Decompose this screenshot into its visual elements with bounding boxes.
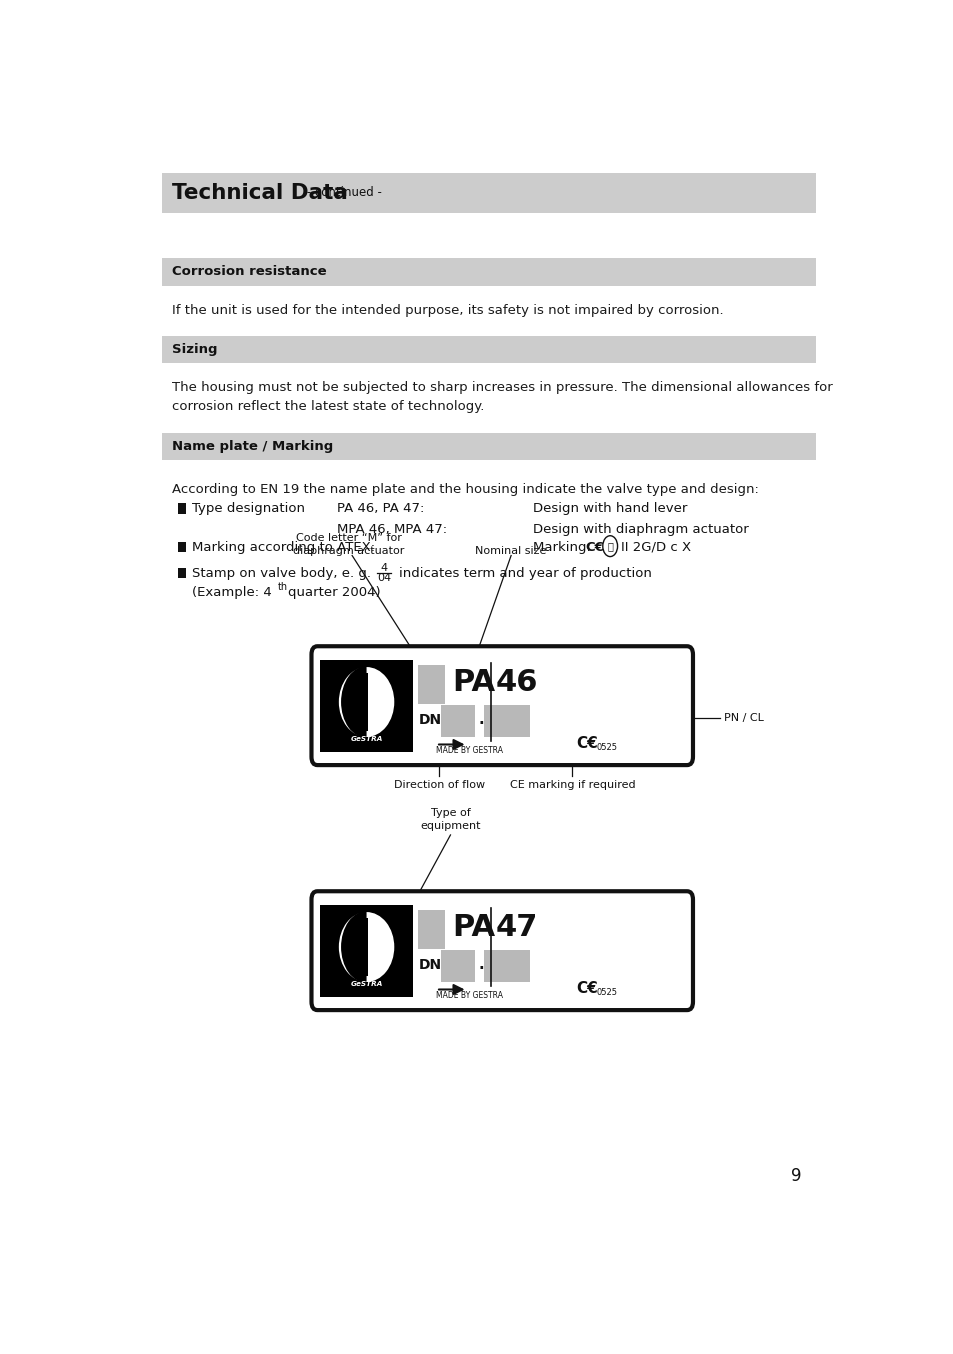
Text: .: . — [478, 957, 484, 972]
Text: II 2G/D c X: II 2G/D c X — [619, 540, 690, 554]
Text: C€: C€ — [576, 982, 598, 997]
Text: indicates term and year of production: indicates term and year of production — [398, 567, 651, 580]
Text: quarter 2004): quarter 2004) — [288, 585, 380, 598]
Text: - continued -: - continued - — [302, 187, 381, 199]
Text: PA 46, PA 47:: PA 46, PA 47: — [337, 502, 424, 515]
Text: Nominal size: Nominal size — [475, 546, 546, 555]
Bar — [162, 432, 815, 459]
Ellipse shape — [338, 668, 394, 737]
Text: 4: 4 — [380, 563, 387, 573]
Text: ⌖: ⌖ — [607, 542, 613, 551]
Wedge shape — [366, 673, 387, 731]
Text: Marking according to ATEX:: Marking according to ATEX: — [192, 540, 375, 554]
Bar — [365, 918, 368, 976]
Text: PA: PA — [452, 668, 495, 697]
Bar — [441, 704, 475, 738]
Text: GeSTRA: GeSTRA — [350, 735, 382, 742]
Text: Technical Data: Technical Data — [172, 183, 347, 203]
Bar — [320, 904, 413, 997]
Text: DN: DN — [417, 959, 441, 972]
Text: PN / CL: PN / CL — [723, 714, 763, 723]
Text: Code letter “M” for
diaphragm actuator: Code letter “M” for diaphragm actuator — [293, 533, 404, 555]
Bar — [162, 173, 815, 213]
Ellipse shape — [338, 913, 394, 982]
Bar — [441, 949, 475, 983]
Bar — [178, 504, 186, 513]
Text: Marking:: Marking: — [533, 540, 595, 554]
Text: MADE BY GESTRA: MADE BY GESTRA — [436, 991, 502, 1001]
Text: .: . — [478, 712, 484, 727]
Text: MPA 46, MPA 47:: MPA 46, MPA 47: — [337, 523, 447, 536]
Bar — [178, 542, 186, 552]
Bar — [320, 659, 413, 751]
Text: 46: 46 — [495, 668, 537, 697]
Text: th: th — [277, 582, 287, 592]
Text: 04: 04 — [376, 574, 391, 584]
Text: Type of
equipment: Type of equipment — [419, 808, 480, 831]
Text: The housing must not be subjected to sharp increases in pressure. The dimensiona: The housing must not be subjected to sha… — [172, 382, 832, 413]
Wedge shape — [366, 918, 387, 976]
FancyBboxPatch shape — [311, 646, 692, 765]
Text: GeSTRA: GeSTRA — [350, 980, 382, 987]
Text: Direction of flow: Direction of flow — [394, 780, 484, 789]
Text: (Example: 4: (Example: 4 — [192, 585, 272, 598]
Text: Design with diaphragm actuator: Design with diaphragm actuator — [533, 523, 748, 536]
Wedge shape — [341, 666, 366, 738]
Text: 0525: 0525 — [596, 743, 617, 751]
Bar — [178, 569, 186, 578]
Bar — [417, 910, 444, 949]
Wedge shape — [341, 911, 366, 983]
Text: Type designation: Type designation — [192, 502, 304, 515]
Text: CE marking if required: CE marking if required — [509, 780, 635, 789]
Bar — [484, 704, 530, 738]
Text: Stamp on valve body, e. g.: Stamp on valve body, e. g. — [192, 567, 375, 580]
Bar — [484, 949, 530, 983]
Bar — [162, 336, 815, 363]
Text: 47: 47 — [495, 913, 537, 941]
Bar — [417, 665, 444, 704]
Text: Design with hand lever: Design with hand lever — [533, 502, 687, 515]
Text: 9: 9 — [790, 1167, 801, 1185]
Text: 0525: 0525 — [596, 988, 617, 997]
Text: If the unit is used for the intended purpose, its safety is not impaired by corr: If the unit is used for the intended pur… — [172, 305, 722, 317]
Bar — [365, 673, 368, 731]
Bar — [162, 259, 815, 286]
FancyBboxPatch shape — [311, 891, 692, 1010]
Text: Corrosion resistance: Corrosion resistance — [172, 265, 326, 279]
Text: MADE BY GESTRA: MADE BY GESTRA — [436, 746, 502, 756]
Text: According to EN 19 the name plate and the housing indicate the valve type and de: According to EN 19 the name plate and th… — [172, 482, 758, 496]
Text: C€: C€ — [576, 737, 598, 751]
Text: PA: PA — [452, 913, 495, 941]
Text: Sizing: Sizing — [172, 343, 217, 356]
Text: DN: DN — [417, 714, 441, 727]
Text: Name plate / Marking: Name plate / Marking — [172, 440, 333, 452]
Text: C€: C€ — [584, 540, 603, 554]
